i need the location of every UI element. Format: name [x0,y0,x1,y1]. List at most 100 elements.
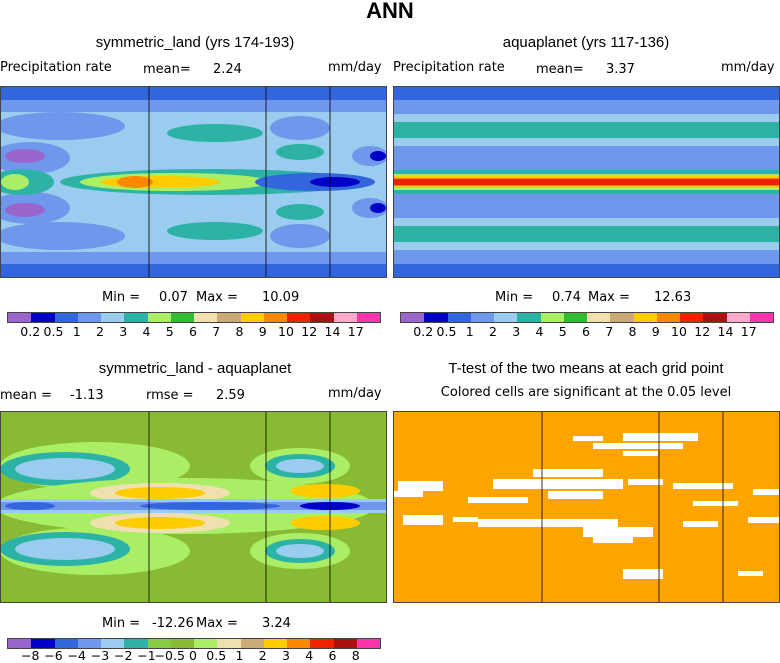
panel1-max-value: 10.09 [262,290,300,305]
colorbar-tick-label: 8 [351,648,360,663]
colorbar-swatch [217,639,241,648]
colorbar-swatch [356,313,380,322]
panel1-colorbar [7,312,381,323]
colorbar-tick-label: 7 [605,324,614,339]
colorbar-swatch [749,313,773,322]
colorbar-tick-label: −1 [137,648,156,663]
panel1-min-value: 0.07 [159,290,188,305]
colorbar-swatch [610,313,634,322]
colorbar-swatch [217,313,241,322]
contour-blob [270,116,330,140]
panel3-map [0,411,387,603]
insignificant-cell [753,489,780,495]
colorbar-swatch [170,639,194,648]
contour-blob [276,204,324,220]
insignificant-cell [468,497,528,503]
colorbar-tick-label: 5 [165,324,174,339]
colorbar-swatch [240,639,264,648]
panel2-title: aquaplanet (yrs 117-136) [502,34,670,51]
colorbar-swatch [263,639,287,648]
panel1-title: symmetric_land (yrs 174-193) [95,34,295,51]
insignificant-cell [623,569,663,579]
colorbar-tick-label: 9 [258,324,267,339]
colorbar-swatch [194,639,218,648]
colorbar-swatch [240,313,264,322]
contour-band [0,100,387,112]
map-frame [0,411,387,603]
insignificant-cell [453,517,478,522]
contour-blob [276,144,324,160]
colorbar-tick-label: 4 [305,648,314,663]
colorbar-swatch [680,313,704,322]
contour-blob [1,174,29,190]
panel1-mean-label: mean= [143,62,191,77]
insignificant-cell [623,433,698,441]
contour-band [393,179,780,185]
colorbar-swatch [170,313,194,322]
insignificant-cell [748,517,780,523]
colorbar-tick-label: 6 [189,324,197,339]
panel2-max-value: 12.63 [654,290,692,305]
colorbar-swatch [726,313,750,322]
contour-blob [290,516,360,530]
panel1-map [0,86,387,278]
insignificant-cell [673,483,733,489]
colorbar-swatch [287,639,311,648]
panel2-map [393,86,780,278]
panel3-colorbar [7,638,381,649]
colorbar-tick-label: −0.5 [154,648,185,663]
panel1-units: mm/day [328,60,382,75]
insignificant-cell [403,515,443,525]
colorbar-tick-label: −6 [44,648,63,663]
colorbar-swatch [31,313,55,322]
panel2-max-label: Max = [588,290,630,305]
colorbar-tick-label: 2 [489,324,497,339]
contour-blob [15,538,115,560]
panel2-min-label: Min = [495,290,534,305]
contour-blob [0,222,125,250]
colorbar-tick-label: 4 [142,324,151,339]
contour-blob [5,502,55,510]
insignificant-cell [738,571,763,576]
colorbar-swatch [147,639,171,648]
contour-blob [167,222,263,240]
contour-blob [370,151,386,161]
insignificant-cell [573,436,603,441]
colorbar-swatch [470,313,494,322]
significant-area [393,411,780,603]
panel3-units: mm/day [328,386,382,401]
contour-blob [0,112,125,140]
map-frame [0,86,387,278]
contour-blob [115,487,205,499]
contour-blob [15,458,115,480]
contour-band [0,252,387,264]
contour-band [393,114,780,122]
colorbar-swatch [356,639,380,648]
contour-blob [276,459,324,473]
panel3-max-label: Max = [196,616,238,631]
colorbar-swatch [703,313,727,322]
contour-blob [5,149,45,163]
colorbar-tick-label: 2 [96,324,104,339]
colorbar-swatch [333,639,357,648]
colorbar-swatch [77,313,101,322]
contour-blob [140,502,280,510]
colorbar-swatch [656,313,680,322]
panel3-rmse-label: rmse = [146,388,194,403]
colorbar-tick-label: 3 [119,324,128,339]
insignificant-cell [593,537,633,543]
colorbar-tick-label: 0.2 [20,324,41,339]
panel4-map [393,411,780,603]
contour-blob [167,124,263,142]
colorbar-tick-label: 14 [324,324,341,339]
colorbar-swatch [447,313,471,322]
contour-blob [270,224,330,248]
colorbar-swatch [287,313,311,322]
colorbar-tick-label: 0.5 [436,324,457,339]
insignificant-cell [493,479,623,489]
contour-band [393,138,780,146]
panel2-units: mm/day [721,60,775,75]
colorbar-tick-label: 1 [235,648,244,663]
colorbar-swatch [310,639,334,648]
insignificant-cell [693,501,738,506]
